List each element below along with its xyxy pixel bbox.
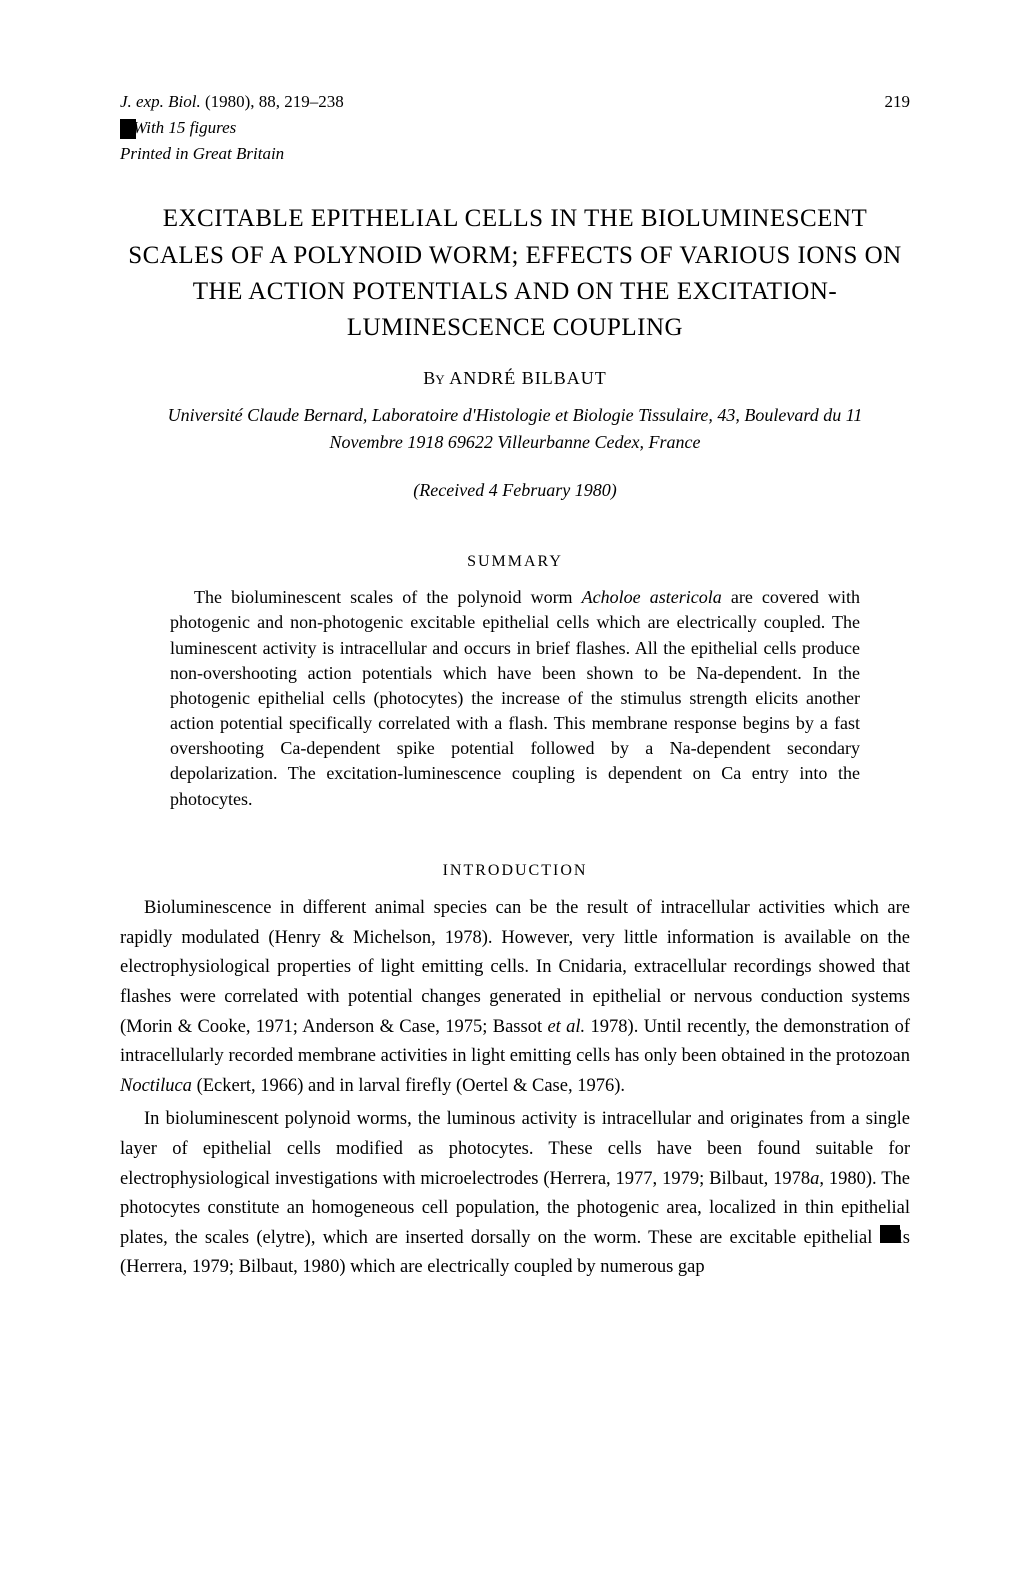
affiliation: Université Claude Bernard, Laboratoire d… (150, 402, 880, 456)
summary-section: SUMMARY The bioluminescent scales of the… (170, 551, 860, 812)
journal-reference: J. exp. Biol. (1980), 88, 219–238 (120, 90, 344, 114)
introduction-section: INTRODUCTION Bioluminescence in differen… (120, 860, 910, 1283)
by-label: By (423, 368, 444, 388)
intro-p1-text-c: (Eckert, 1966) and in larval firefly (Oe… (192, 1076, 625, 1096)
ital-a: a (810, 1169, 819, 1189)
intro-paragraph-2: In bioluminescent polynoid worms, the lu… (120, 1105, 910, 1283)
summary-paragraph: The bioluminescent scales of the polynoi… (170, 585, 860, 812)
summary-text-part1: The bioluminescent scales of the polynoi… (194, 587, 582, 607)
author-line: By ANDRÉ BILBAUT (120, 366, 910, 391)
introduction-heading: INTRODUCTION (120, 860, 910, 882)
paper-title: EXCITABLE EPITHELIAL CELLS IN THE BIOLUM… (120, 201, 910, 346)
black-square-marker-icon (120, 119, 136, 139)
page-number: 219 (885, 90, 911, 114)
journal-volume: 88 (259, 92, 276, 111)
journal-pages: , 219–238 (276, 92, 344, 111)
intro-paragraph-1: Bioluminescence in different animal spec… (120, 894, 910, 1101)
figures-text: With 15 figures (133, 118, 236, 137)
journal-year: (1980), (201, 92, 259, 111)
figures-count-line: With 15 figures (120, 116, 910, 140)
author-name: ANDRÉ BILBAUT (449, 368, 607, 388)
intro-p2-text-a: In bioluminescent polynoid worms, the lu… (120, 1109, 910, 1188)
species-name: Acholoe astericola (582, 587, 722, 607)
noctiluca-text: Noctiluca (120, 1076, 192, 1096)
summary-text-part2: are covered with photogenic and non-phot… (170, 587, 860, 809)
journal-header: J. exp. Biol. (1980), 88, 219–238 219 (120, 90, 910, 114)
printed-in-line: Printed in Great Britain (120, 142, 910, 166)
et-al-text: et al. (547, 1017, 585, 1037)
journal-name: J. exp. Biol. (120, 92, 201, 111)
received-date: (Received 4 February 1980) (120, 478, 910, 503)
summary-heading: SUMMARY (170, 551, 860, 573)
black-square-inline-icon (880, 1225, 900, 1243)
